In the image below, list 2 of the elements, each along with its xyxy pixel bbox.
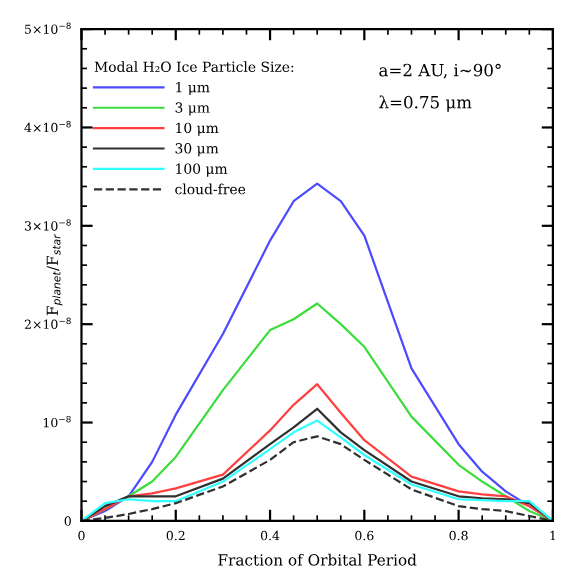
annotation: a=2 AU, i~90° bbox=[379, 63, 501, 79]
annotation: λ=0.75 μm bbox=[379, 95, 472, 112]
